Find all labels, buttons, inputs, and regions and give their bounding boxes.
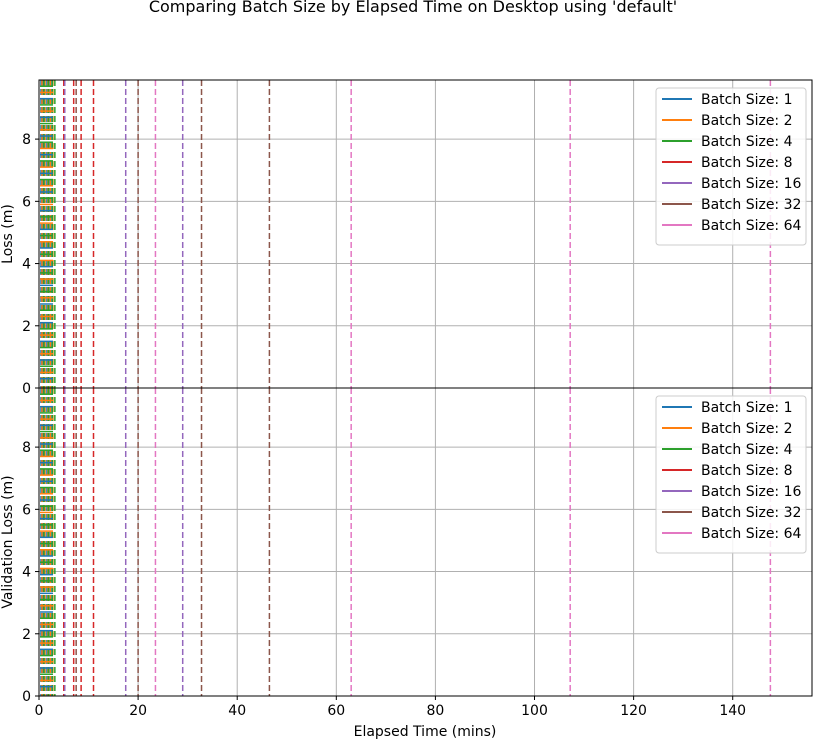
y-tick-label: 6 [22,194,31,210]
y-tick-label: 0 [22,381,31,397]
legend-entry: Batch Size: 16 [701,176,802,192]
x-tick-label: 20 [129,703,147,719]
y-tick-label: 4 [22,565,31,581]
legend-entry: Batch Size: 32 [701,197,801,213]
legend-box [655,87,807,246]
legend-entry: Batch Size: 8 [701,463,793,479]
axes-frame [38,387,813,697]
legend: Batch Size: 1 Batch Size: 2 Batch Size: 4 B… [655,87,807,246]
legend-entry: Batch Size: 4 [701,442,793,458]
y-tick-label: 4 [22,257,31,273]
x-tick-label: 60 [327,703,345,719]
y-tick-label: 8 [22,132,31,148]
legend: Batch Size: 1 Batch Size: 2 Batch Size: 4 B… [655,395,807,554]
y-axis-label: Validation Loss (m) [0,475,16,608]
legend-entry: Batch Size: 2 [701,113,793,129]
y-tick-label: 6 [22,502,31,518]
legend-entry: Batch Size: 4 [701,134,793,150]
y-tick-label: 2 [22,627,31,643]
legend-box [655,395,807,554]
x-tick-label: 80 [426,703,444,719]
legend-entry: Batch Size: 2 [701,421,793,437]
legend-entry: Batch Size: 8 [701,155,793,171]
legend-entry: Batch Size: 64 [701,526,802,542]
legend-entry: Batch Size: 64 [701,218,802,234]
legend-entry: Batch Size: 1 [701,92,793,108]
legend-entry: Batch Size: 16 [701,484,802,500]
legend-entry: Batch Size: 1 [701,400,793,416]
x-tick-label: 100 [521,703,548,719]
chart-title: Comparing Batch Size by Elapsed Time on … [149,0,677,16]
x-tick-label: 120 [620,703,647,719]
x-axis-label: Elapsed Time (mins) [354,724,497,739]
legend-entry: Batch Size: 32 [701,505,801,521]
y-tick-label: 8 [22,440,31,456]
x-tick-label: 0 [35,703,44,719]
y-tick-label: 2 [22,319,31,335]
x-tick-label: 140 [719,703,746,719]
y-tick-label: 0 [22,689,31,705]
y-axis-label: Loss (m) [0,204,16,264]
x-tick-label: 40 [228,703,246,719]
